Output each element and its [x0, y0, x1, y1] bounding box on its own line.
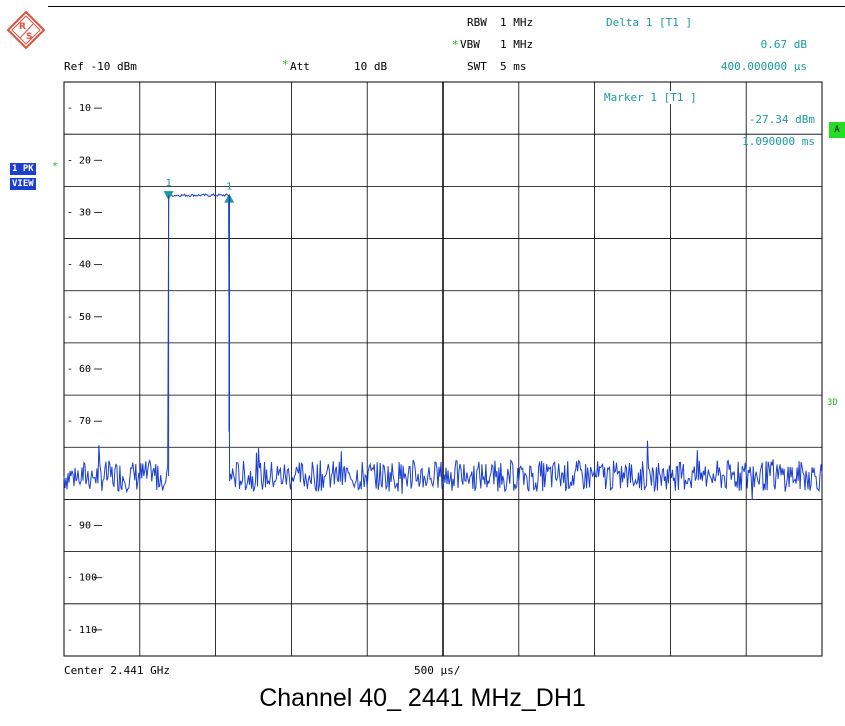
marker-level: -27.34 dBm [748, 113, 815, 126]
trace-star: * [52, 161, 59, 172]
delta-marker-level: 0.67 dB [760, 38, 807, 51]
view-badge: VIEW [10, 178, 36, 190]
y-tick-label: - 100 [67, 573, 97, 584]
y-tick-label: - 30 [67, 207, 91, 218]
y-tick-label: - 110 [67, 625, 97, 636]
att-value: 10 dB [354, 60, 388, 73]
svg-text:R: R [19, 22, 26, 32]
y-tick-label: - 40 [67, 260, 91, 271]
trace-badge: 1 PK [10, 163, 36, 175]
att-star: * [282, 58, 289, 71]
y-tick-label: - 70 [67, 416, 91, 427]
vbw-star: * [452, 38, 459, 51]
rs-logo: R S [6, 10, 46, 50]
att-label: Att [290, 60, 310, 73]
marker-group: 11 [163, 178, 235, 203]
marker-label: 1 [166, 178, 172, 189]
marker-label: 1 [226, 182, 232, 193]
y-tick-label: - 50 [67, 312, 91, 323]
delta-marker-time: 400.000000 µs [720, 60, 807, 73]
delta-marker-title: Delta 1 [T1 ] [606, 16, 693, 29]
center-frequency: Center 2.441 GHz [64, 664, 170, 677]
caption: Channel 40_ 2441 MHz_DH1 [259, 684, 586, 712]
top-rule [48, 6, 845, 7]
svg-text:S: S [26, 32, 32, 42]
y-tick-label: - 10 [67, 103, 91, 114]
y-tick-label: - 20 [67, 155, 91, 166]
y-tick-label: - 90 [67, 521, 91, 532]
y-tick-label: - 60 [67, 364, 91, 375]
time-per-division: 500 µs/ [414, 664, 461, 677]
three-d-label: 3D [827, 398, 838, 408]
marker-title: Marker 1 [T1 ] [604, 91, 697, 104]
y-tick-labels: - 10 - 20 - 30 - 40 - 50 - 60 - 70 - 90 - 100 - 1… [67, 103, 102, 636]
ref-level: Ref -10 dBm [64, 60, 137, 73]
swt-label: SWT [467, 60, 487, 73]
rbw-value: 1 MHz [500, 16, 534, 29]
marker-time: 1.090000 ms [742, 135, 815, 148]
swt-value: 5 ms [500, 60, 527, 73]
a-badge: A [829, 122, 845, 138]
vbw-value: 1 MHz [500, 38, 534, 51]
trace-line [63, 193, 823, 500]
vbw-label: VBW [460, 38, 480, 51]
spectrum-plot: - 10 - 20 - 30 - 40 - 50 - 60 - 70 - 90 - 100 - 1… [63, 81, 823, 657]
rbw-label: RBW [467, 16, 487, 29]
grid [63, 81, 823, 657]
